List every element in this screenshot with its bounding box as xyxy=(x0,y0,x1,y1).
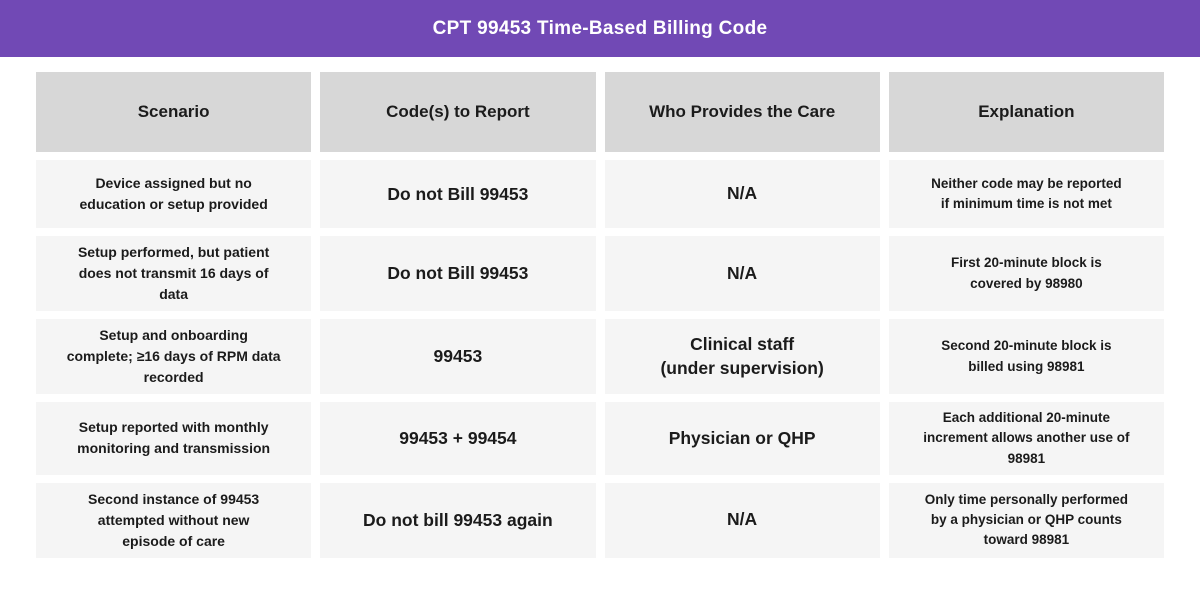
billing-code-table: Scenario Code(s) to Report Who Provides … xyxy=(36,72,1164,558)
column-header-explanation: Explanation xyxy=(888,72,1164,152)
cell-explanation: Neither code may be reported if minimum … xyxy=(888,160,1164,228)
column-header-provider: Who Provides the Care xyxy=(604,72,880,152)
column-header-scenario: Scenario xyxy=(36,72,312,152)
cell-scenario: Device assigned but no education or setu… xyxy=(36,160,312,228)
cell-provider: N/A xyxy=(604,236,880,311)
cell-explanation: First 20-minute block is covered by 9898… xyxy=(888,236,1164,311)
cell-explanation: Each additional 20-minute increment allo… xyxy=(888,402,1164,475)
cell-code: Do not Bill 99453 xyxy=(320,160,596,228)
cell-code: Do not bill 99453 again xyxy=(320,482,596,558)
cell-provider: Physician or QHP xyxy=(604,402,880,475)
column-header-codes: Code(s) to Report xyxy=(320,72,596,152)
cell-explanation: Only time personally performed by a phys… xyxy=(888,482,1164,558)
cell-scenario: Second instance of 99453 attempted witho… xyxy=(36,482,312,558)
title-banner: CPT 99453 Time-Based Billing Code xyxy=(0,0,1200,57)
cell-code: Do not Bill 99453 xyxy=(320,236,596,311)
cell-scenario: Setup performed, but patient does not tr… xyxy=(36,236,312,311)
cell-scenario: Setup and onboarding complete; ≥16 days … xyxy=(36,319,312,394)
cell-code: 99453 + 99454 xyxy=(320,402,596,475)
cell-provider: N/A xyxy=(604,482,880,558)
cell-provider: Clinical staff (under supervision) xyxy=(604,319,880,394)
cell-scenario: Setup reported with monthly monitoring a… xyxy=(36,402,312,475)
cell-provider: N/A xyxy=(604,160,880,228)
cell-explanation: Second 20-minute block is billed using 9… xyxy=(888,319,1164,394)
page-title: CPT 99453 Time-Based Billing Code xyxy=(432,17,768,39)
cell-code: 99453 xyxy=(320,319,596,394)
